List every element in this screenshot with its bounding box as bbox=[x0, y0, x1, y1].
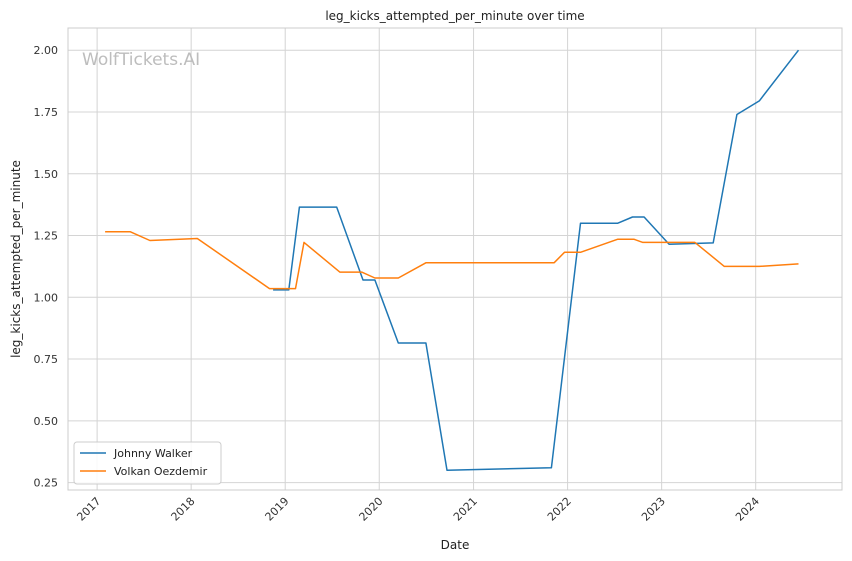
legend-box bbox=[73, 441, 222, 485]
legend: Johnny Walker Volkan Oezdemir bbox=[73, 441, 222, 485]
y-tick-label: 0.50 bbox=[34, 415, 59, 428]
y-tick-label: 0.75 bbox=[34, 353, 59, 366]
legend-entry-label: Volkan Oezdemir bbox=[114, 465, 208, 478]
y-tick-label: 2.00 bbox=[34, 44, 59, 57]
y-tick-label: 1.50 bbox=[34, 168, 59, 181]
watermark: WolfTickets.AI bbox=[82, 50, 200, 70]
series-lines bbox=[105, 49, 800, 471]
y-tick-label: 1.25 bbox=[34, 230, 59, 243]
series-line-johnny-walker bbox=[273, 49, 800, 471]
y-tick-label: 1.75 bbox=[34, 106, 59, 119]
series-line-volkan-oezdemir bbox=[105, 231, 799, 290]
legend-entry-label: Johnny Walker bbox=[113, 447, 193, 460]
plot-frame bbox=[67, 27, 843, 491]
y-tick-label: 1.00 bbox=[34, 291, 59, 304]
y-tick-label: 0.25 bbox=[34, 477, 59, 490]
y-axis-label: leg_kicks_attempted_per_minute bbox=[9, 160, 23, 358]
chart-title: leg_kicks_attempted_per_minute over time bbox=[325, 9, 584, 23]
y-axis-ticks: 0.25 0.50 0.75 1.00 1.25 1.50 1.75 2.00 bbox=[34, 44, 59, 489]
x-axis-label: Date bbox=[441, 538, 470, 552]
